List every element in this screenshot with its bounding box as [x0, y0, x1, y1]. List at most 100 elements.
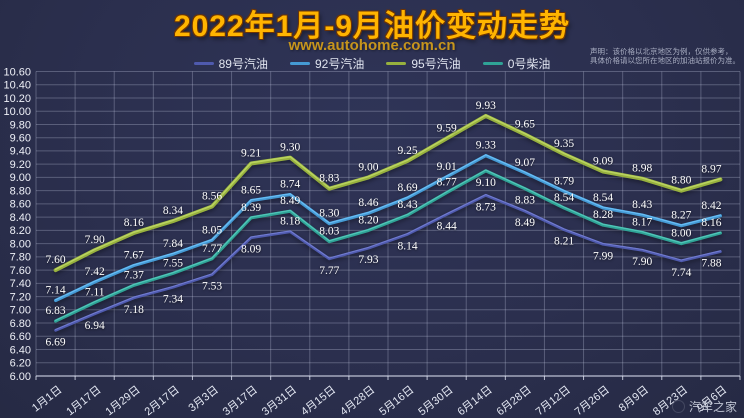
legend-marker-icon	[289, 61, 310, 65]
point-value-label: 8.20	[358, 214, 378, 226]
point-value-label: 8.16	[701, 217, 721, 229]
y-axis-tick-label: 6.40	[10, 344, 31, 356]
point-value-label: 7.74	[671, 267, 691, 279]
point-value-label: 8.28	[593, 209, 613, 221]
legend-marker-icon	[386, 61, 407, 65]
x-axis-category-label: 7月12日	[534, 384, 573, 418]
point-value-label: 9.10	[476, 177, 496, 189]
y-axis-tick-label: 7.80	[10, 252, 31, 264]
point-value-label: 8.44	[437, 221, 457, 233]
point-value-label: 8.80	[671, 175, 691, 187]
y-axis-tick-label: 6.00	[10, 371, 31, 383]
point-value-label: 9.25	[398, 145, 418, 157]
point-value-label: 9.93	[476, 100, 496, 112]
point-value-label: 8.27	[671, 210, 691, 222]
legend-marker-icon	[193, 61, 214, 65]
y-axis-tick-label: 10.40	[3, 80, 31, 92]
y-axis-tick-label: 8.80	[10, 185, 31, 197]
point-value-label: 8.54	[554, 192, 574, 204]
point-value-label: 8.18	[280, 216, 300, 228]
point-value-label: 7.90	[85, 234, 105, 246]
watermark-label: 汽车之家	[688, 400, 737, 414]
point-value-label: 8.54	[593, 192, 613, 204]
point-value-label: 8.56	[202, 191, 222, 203]
series-line-0号柴油	[53, 169, 723, 323]
point-value-label: 8.09	[241, 244, 261, 256]
point-value-label: 8.77	[437, 177, 457, 189]
point-value-label: 6.69	[46, 336, 66, 348]
x-axis-category-label: 5月16日	[377, 384, 416, 418]
series-line-highlight-95号汽油	[54, 114, 722, 271]
autohome-logo-icon	[671, 400, 685, 413]
x-axis-category-label: 3月3日	[186, 384, 220, 415]
point-value-label: 8.69	[398, 182, 418, 194]
x-axis-category-label: 4月15日	[299, 384, 338, 418]
point-value-label: 9.07	[515, 157, 535, 169]
x-axis-category-label: 1月1日	[30, 384, 64, 415]
point-value-label: 7.77	[202, 243, 222, 255]
series-line-highlight-92号汽油	[54, 154, 722, 301]
point-value-label: 8.83	[319, 173, 339, 185]
point-value-label: 8.21	[554, 236, 574, 248]
point-value-label: 7.77	[319, 265, 339, 277]
point-value-label: 6.83	[46, 305, 66, 317]
y-axis-tick-label: 7.20	[10, 291, 31, 303]
legend-label: 89号汽油	[218, 56, 268, 71]
point-value-label: 8.97	[701, 163, 721, 175]
legend-item-95号汽油: 95号汽油	[386, 55, 461, 72]
y-axis-tick-label: 7.60	[10, 265, 31, 277]
point-value-label: 8.16	[124, 217, 144, 229]
y-axis-tick-label: 10.20	[3, 93, 31, 105]
legend-item-0号柴油: 0号柴油	[482, 55, 551, 72]
point-value-label: 7.90	[632, 256, 652, 268]
point-value-label: 7.42	[85, 266, 105, 278]
point-value-label: 8.03	[319, 226, 339, 238]
point-value-label: 8.98	[632, 163, 652, 175]
y-axis-tick-label: 9.00	[10, 172, 31, 184]
x-axis-category-label: 5月30日	[416, 384, 455, 418]
point-value-label: 9.35	[554, 138, 574, 150]
x-axis-category-label: 2月17日	[143, 384, 182, 418]
y-axis-tick-label: 6.80	[10, 318, 31, 330]
chart-legend: 89号汽油 92号汽油 95号汽油 0号柴油	[0, 55, 744, 71]
point-value-label: 7.60	[46, 254, 66, 266]
point-value-label: 8.39	[241, 202, 261, 214]
point-value-label: 7.67	[124, 250, 144, 262]
series-line-89号汽油	[54, 193, 722, 332]
legend-marker-icon	[482, 61, 503, 65]
point-value-label: 8.34	[163, 205, 183, 217]
point-value-label: 8.43	[398, 199, 418, 211]
point-value-label: 7.34	[163, 293, 183, 305]
y-axis-tick-label: 6.20	[10, 358, 31, 370]
y-axis-tick-label: 9.80	[10, 119, 31, 131]
series-line-highlight-0号柴油	[54, 169, 722, 321]
point-value-label: 8.74	[280, 179, 300, 191]
x-axis-category-label: 8月9日	[617, 384, 651, 415]
y-axis-tick-label: 7.40	[10, 278, 31, 290]
y-axis-tick-label: 8.20	[10, 225, 31, 237]
x-axis-category-label: 6月14日	[455, 384, 494, 418]
point-value-label: 7.99	[593, 250, 613, 262]
y-axis-tick-label: 8.60	[10, 199, 31, 211]
point-value-label: 7.18	[124, 304, 144, 316]
point-value-label: 6.94	[85, 320, 105, 332]
disclaimer-line-1: 声明：该价格以北京地区为例，仅供参考，	[590, 47, 733, 56]
y-axis-tick-label: 9.60	[10, 132, 31, 144]
point-value-label: 7.88	[701, 258, 721, 270]
point-value-label: 7.37	[124, 269, 144, 281]
disclaimer-text: 声明：该价格以北京地区为例，仅供参考， 具体价格请以您所在地区的加油站报价为准。	[590, 47, 740, 65]
y-axis-tick-label: 8.00	[10, 238, 31, 250]
point-value-label: 9.33	[476, 140, 496, 152]
point-value-label: 8.49	[515, 217, 535, 229]
series-line-92号汽油	[53, 154, 723, 303]
point-value-label: 8.79	[554, 175, 574, 187]
point-value-label: 8.00	[671, 228, 691, 240]
subtitle-url: www.autohome.com.cn	[288, 37, 456, 54]
watermark-autohome: 汽车之家	[671, 398, 737, 415]
point-value-label: 9.59	[437, 122, 457, 134]
point-value-label: 9.00	[358, 161, 378, 173]
legend-label: 0号柴油	[507, 56, 551, 71]
point-value-label: 8.73	[476, 201, 496, 213]
